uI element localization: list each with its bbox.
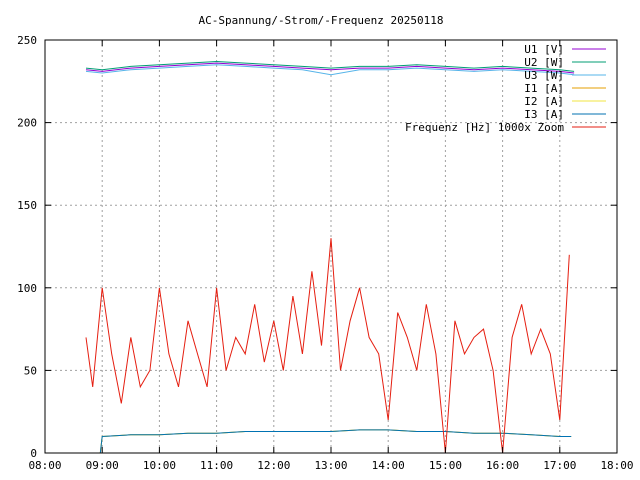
y-tick-label: 150 <box>17 199 37 212</box>
x-tick-label: 16:00 <box>486 459 519 472</box>
x-tick-label: 10:00 <box>143 459 176 472</box>
legend-label: I1 [A] <box>524 82 564 95</box>
y-tick-label: 250 <box>17 34 37 47</box>
y-tick-label: 50 <box>24 364 37 377</box>
series-line-u2-w <box>85 60 575 72</box>
chart-title: AC-Spannung/-Strom/-Frequenz 20250118 <box>198 14 443 27</box>
legend-label: U2 [W] <box>524 56 564 69</box>
axis-ticks: 08:00 09:00 10:00 11:00 12:00 13:00 14:00 15:00… <box>17 34 633 472</box>
y-tick-label: 0 <box>30 447 37 460</box>
series-line-frequenz-hz-1000x-zoom <box>85 238 570 454</box>
x-tick-label: 08:00 <box>28 459 61 472</box>
x-tick-label: 15:00 <box>429 459 462 472</box>
legend-label: I2 [A] <box>524 95 564 108</box>
series-line-u1-v <box>85 62 575 74</box>
legend-label: U1 [V] <box>524 43 564 56</box>
y-tick-label: 100 <box>17 282 37 295</box>
legend-label: I3 [A] <box>524 108 564 121</box>
legend-label: Frequenz [Hz] 1000x Zoom <box>405 121 564 134</box>
series-line-i3-a <box>99 429 572 454</box>
grid-lines <box>45 40 617 453</box>
x-tick-label: 18:00 <box>600 459 633 472</box>
plot-series <box>85 60 575 454</box>
legend: U1 [V]U2 [W]U3 [W]I1 [A]I2 [A]I3 [A]Freq… <box>405 43 606 134</box>
x-tick-label: 17:00 <box>543 459 576 472</box>
legend-label: U3 [W] <box>524 69 564 82</box>
series-line-u3-w <box>85 64 575 76</box>
x-tick-label: 11:00 <box>200 459 233 472</box>
x-tick-label: 13:00 <box>314 459 347 472</box>
x-tick-label: 12:00 <box>257 459 290 472</box>
y-tick-label: 200 <box>17 117 37 130</box>
x-tick-label: 14:00 <box>372 459 405 472</box>
x-tick-label: 09:00 <box>86 459 119 472</box>
